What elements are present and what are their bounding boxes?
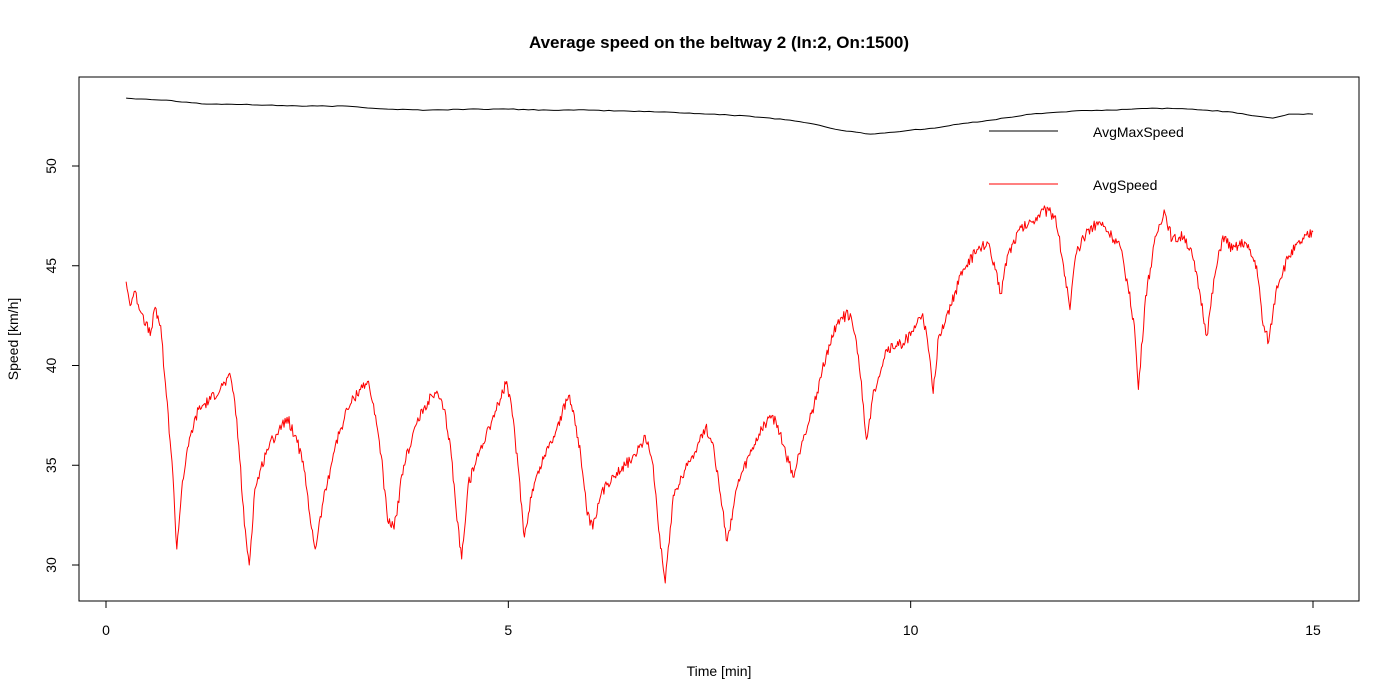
x-axis-label: Time [min]: [687, 663, 752, 679]
y-tick-label-50: 50: [43, 158, 59, 174]
x-tick-label-5: 5: [504, 622, 512, 638]
series-line-avgmaxspeed: [126, 97, 1314, 135]
series-layer: [125, 97, 1314, 584]
plot-frame: [78, 76, 1360, 602]
y-tick-label-40: 40: [43, 358, 59, 374]
legend-label-avgmaxspeed: AvgMaxSpeed: [1093, 124, 1184, 140]
y-axis-label: Speed [km/h]: [5, 298, 21, 381]
x-tick-label-15: 15: [1305, 622, 1321, 638]
y-tick-label-30: 30: [43, 557, 59, 573]
x-axis: 0 5 10 15: [102, 600, 1321, 638]
y-axis: 30 35 40 45 50: [43, 158, 80, 573]
chart-title: Average speed on the beltway 2 (In:2, On…: [529, 33, 909, 52]
x-tick-label-0: 0: [102, 622, 110, 638]
y-tick-label-35: 35: [43, 457, 59, 473]
legend-label-avgspeed: AvgSpeed: [1093, 177, 1157, 193]
legend: AvgMaxSpeed AvgSpeed: [989, 124, 1184, 193]
series-line-avgspeed: [125, 205, 1314, 584]
x-tick-label-10: 10: [903, 622, 919, 638]
y-tick-label-45: 45: [43, 258, 59, 274]
